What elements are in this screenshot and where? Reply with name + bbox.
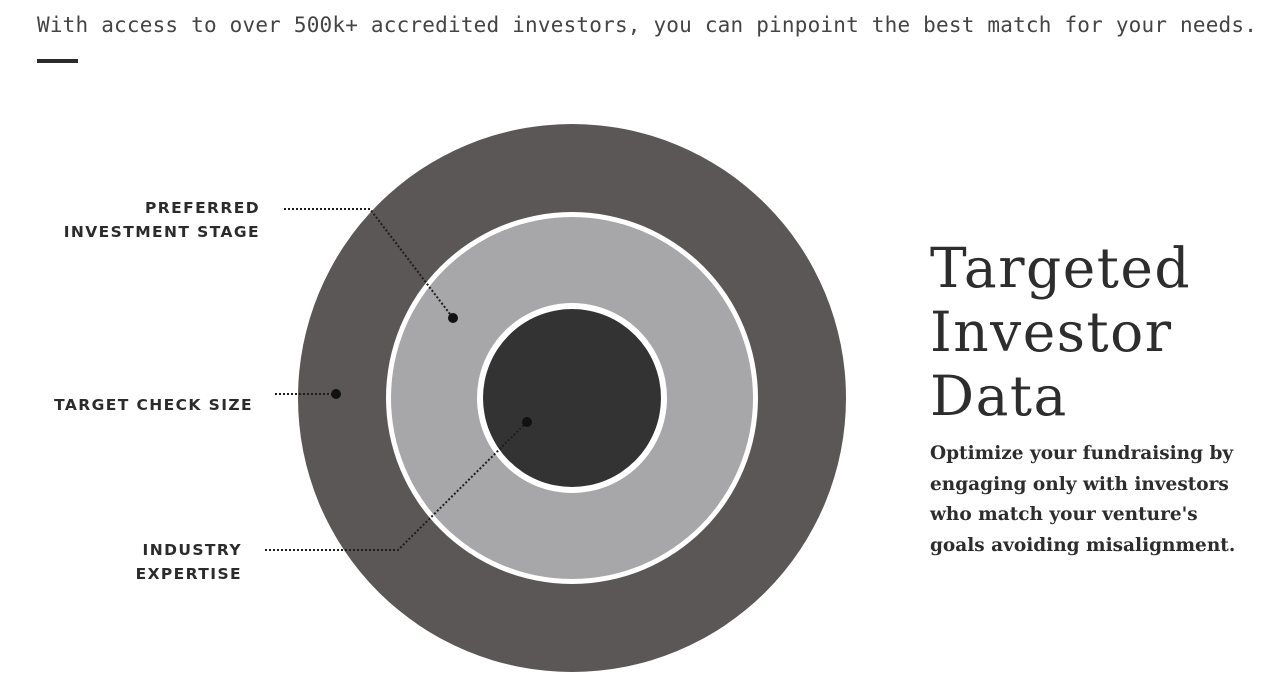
leader-preferred-stage	[284, 208, 454, 319]
label-check-size: TARGET CHECK SIZE	[54, 393, 253, 417]
marker-check-size	[331, 389, 341, 399]
label-industry-line-2: EXPERTISE	[135, 565, 242, 583]
label-industry: INDUSTRY EXPERTISE	[136, 538, 242, 586]
description-line-3: who match your venture's	[930, 504, 1198, 525]
marker-preferred-stage	[448, 313, 458, 323]
label-preferred-stage-line-2: INVESTMENT STAGE	[63, 223, 260, 241]
heading-line-2: Investor	[930, 300, 1173, 364]
leader-industry	[265, 421, 528, 551]
marker-industry	[522, 417, 532, 427]
description-line-1: Optimize your fundraising by	[930, 443, 1234, 464]
label-preferred-stage-line-1: PREFERRED	[145, 199, 260, 217]
intro-text: With access to over 500k+ accredited inv…	[37, 13, 1258, 37]
heading-line-1: Targeted	[930, 236, 1192, 300]
label-check-size-text: TARGET CHECK SIZE	[54, 396, 253, 414]
description-line-4: goals avoiding misalignment.	[930, 534, 1236, 556]
section-description: Optimize your fundraising by engaging on…	[930, 439, 1265, 561]
section-heading: Targeted Investor Data	[930, 236, 1191, 428]
label-preferred-stage: PREFERRED INVESTMENT STAGE	[64, 196, 260, 244]
description-line-2: engaging only with investors	[930, 473, 1229, 495]
heading-line-3: Data	[930, 364, 1068, 428]
label-industry-line-1: INDUSTRY	[142, 541, 242, 559]
accent-underline	[37, 59, 78, 63]
inner-core	[483, 309, 661, 487]
